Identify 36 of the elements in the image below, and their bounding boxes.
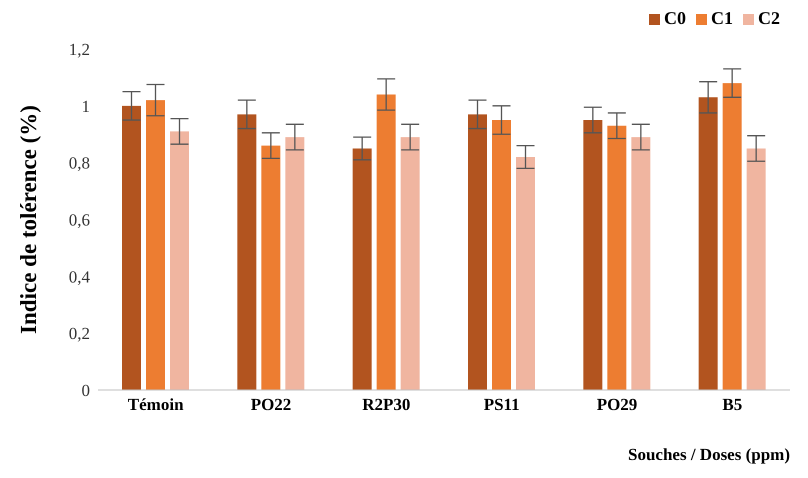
- bar: [698, 97, 718, 390]
- x-tick-label: PS11: [484, 395, 520, 414]
- bar: [146, 100, 165, 390]
- bar: [122, 106, 141, 390]
- y-tick-label: 1,2: [68, 40, 90, 60]
- legend-label: C2: [758, 8, 780, 28]
- y-tick-label: 0,4: [68, 267, 90, 286]
- x-axis-title: Souches / Doses (ppm): [628, 445, 790, 464]
- x-tick-label: PO29: [596, 395, 638, 414]
- y-tick-label: 0: [82, 381, 90, 400]
- legend-label: C1: [711, 8, 733, 28]
- bar: [170, 131, 189, 390]
- bar: [492, 120, 511, 390]
- bar: [376, 94, 396, 390]
- bar: [746, 148, 766, 390]
- bar: [631, 137, 650, 390]
- x-tick-label: PO22: [250, 395, 292, 414]
- x-tick-label: Témoin: [128, 395, 184, 414]
- x-tick-label: B5: [722, 395, 742, 414]
- bar: [516, 156, 535, 390]
- bar: [352, 148, 372, 390]
- bar: [261, 146, 280, 390]
- legend-label: C0: [664, 8, 686, 28]
- bar: [400, 137, 420, 390]
- bar: [285, 137, 304, 390]
- bar: [722, 83, 742, 390]
- x-tick-label: R2P30: [362, 395, 410, 414]
- y-tick-label: 0,2: [68, 324, 90, 344]
- bar: [237, 114, 256, 390]
- bar: [468, 114, 487, 390]
- bar: [607, 126, 626, 390]
- bar: [583, 120, 602, 390]
- y-tick-label: 0,8: [68, 154, 90, 173]
- y-tick-label: 1: [82, 96, 90, 116]
- y-axis-title: Indice de tolérence (%): [16, 105, 42, 334]
- y-tick-label: 0,6: [68, 210, 90, 230]
